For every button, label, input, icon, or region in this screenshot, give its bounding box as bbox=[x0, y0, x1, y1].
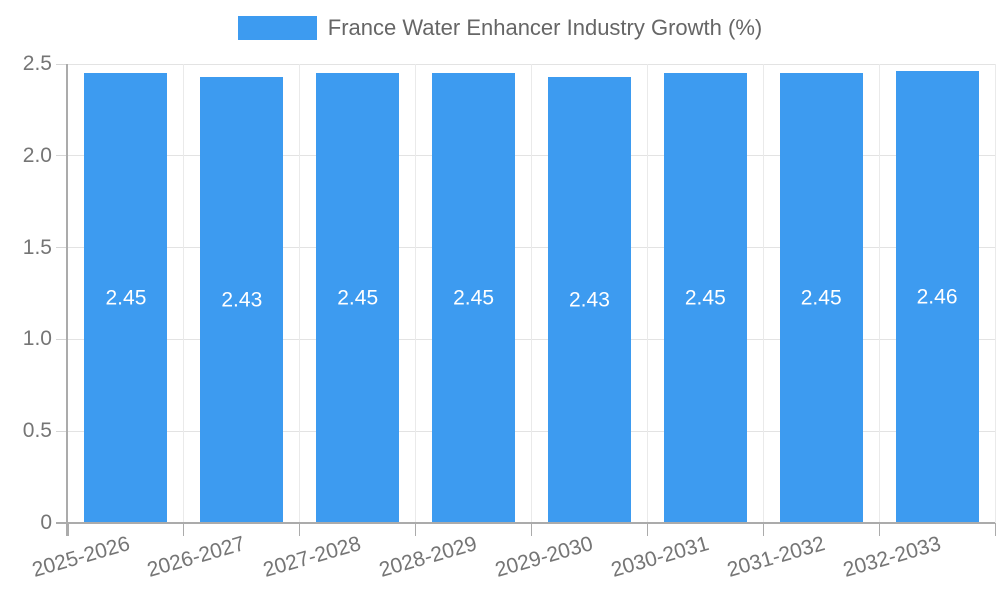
bar-value-label: 2.46 bbox=[916, 285, 958, 309]
x-axis-tick bbox=[67, 523, 69, 536]
x-axis-line bbox=[56, 522, 995, 524]
legend-label: France Water Enhancer Industry Growth (%… bbox=[327, 15, 763, 40]
y-tick-label: 1.5 bbox=[22, 235, 52, 259]
bar-value-label: 2.43 bbox=[569, 288, 610, 312]
x-axis-tick bbox=[183, 523, 185, 536]
x-axis-tick bbox=[878, 523, 880, 536]
gridline-vertical bbox=[762, 64, 764, 523]
bar[interactable] bbox=[84, 73, 168, 523]
x-axis-tick bbox=[994, 523, 996, 536]
bar[interactable] bbox=[316, 73, 400, 523]
bar-value-label: 2.43 bbox=[221, 288, 263, 312]
x-axis-tick bbox=[415, 523, 417, 536]
x-axis-tick bbox=[299, 523, 301, 536]
bar[interactable] bbox=[432, 73, 516, 523]
chart-legend[interactable]: France Water Enhancer Industry Growth (%… bbox=[0, 16, 1000, 40]
y-tick-label: 2.0 bbox=[22, 143, 52, 167]
y-axis-tick bbox=[56, 338, 68, 340]
gridline-vertical bbox=[415, 64, 417, 523]
bar[interactable] bbox=[200, 76, 284, 523]
bar-value-label: 2.45 bbox=[105, 286, 147, 310]
y-tick-label: 1.0 bbox=[22, 327, 52, 351]
x-tick-label: 2030-2031 bbox=[608, 532, 712, 582]
y-tick-label: 0.5 bbox=[22, 419, 52, 443]
gridline-vertical bbox=[299, 64, 301, 523]
x-axis-tick bbox=[762, 523, 764, 536]
gridline-vertical bbox=[183, 64, 185, 523]
x-tick-label: 2027-2028 bbox=[260, 532, 364, 582]
y-tick-label: 2.5 bbox=[22, 52, 52, 76]
x-tick-label: 2026-2027 bbox=[144, 532, 248, 582]
y-axis-tick bbox=[56, 155, 68, 157]
x-axis-tick bbox=[646, 523, 648, 536]
bar-value-label: 2.45 bbox=[800, 286, 842, 310]
y-tick-label: 0 bbox=[40, 511, 52, 535]
x-tick-label: 2032-2033 bbox=[840, 532, 944, 582]
y-axis-tick bbox=[56, 247, 68, 249]
x-tick-label: 2031-2032 bbox=[724, 532, 828, 582]
bar[interactable] bbox=[547, 76, 631, 523]
bar-value-label: 2.45 bbox=[684, 286, 726, 310]
x-tick-label: 2028-2029 bbox=[376, 532, 480, 582]
gridline-vertical bbox=[878, 64, 880, 523]
bar[interactable] bbox=[663, 73, 747, 523]
bar[interactable] bbox=[779, 73, 863, 523]
y-axis-line bbox=[66, 64, 68, 536]
legend-swatch bbox=[237, 16, 317, 40]
x-tick-label: 2029-2030 bbox=[492, 532, 596, 582]
bar-value-label: 2.45 bbox=[453, 286, 494, 310]
gridline-vertical bbox=[531, 64, 532, 523]
y-axis-tick bbox=[56, 63, 68, 65]
bar[interactable] bbox=[895, 71, 979, 523]
gridline-vertical bbox=[994, 64, 996, 523]
y-axis-tick bbox=[56, 430, 68, 432]
gridline-vertical bbox=[646, 64, 648, 523]
x-tick-label: 2025-2026 bbox=[29, 532, 133, 582]
bar-value-label: 2.45 bbox=[337, 286, 379, 310]
x-axis-tick bbox=[531, 523, 532, 536]
